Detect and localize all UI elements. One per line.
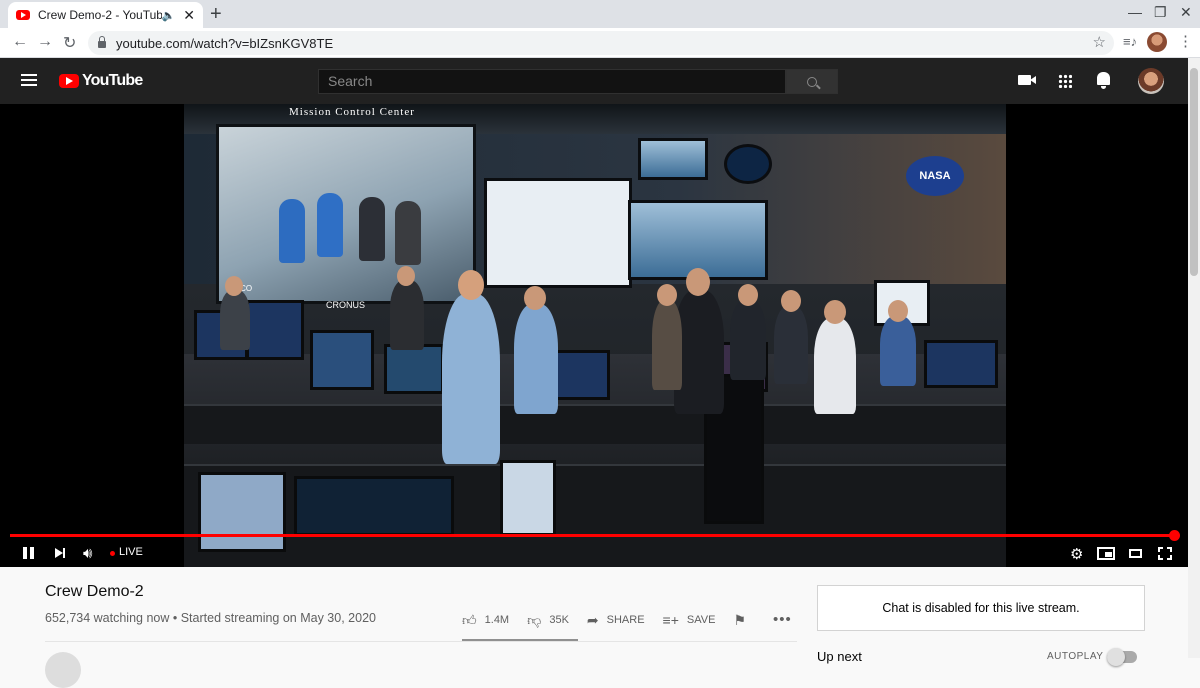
autoplay-toggle[interactable] [1107, 648, 1137, 666]
save-label: SAVE [686, 614, 716, 626]
video-actions: 👍︎ 1.4M 👎︎ 35K ➦ SHARE ≡+ SAVE ⚑ [462, 609, 772, 631]
youtube-favicon-icon [16, 10, 30, 20]
close-window-icon[interactable]: ✕ [1180, 4, 1192, 20]
browser-tab[interactable]: Crew Demo-2 - YouTube 🔈 ✕ [8, 2, 203, 28]
page-scrollbar[interactable] [1188, 58, 1200, 658]
reload-icon[interactable]: ↻ [63, 35, 77, 52]
fullscreen-icon[interactable] [1158, 547, 1172, 560]
player-controls: 🔊︎ LIVE ⚙ [0, 538, 1188, 567]
scrollbar-thumb[interactable] [1190, 68, 1198, 276]
chat-disabled-box: Chat is disabled for this live stream. [817, 585, 1145, 631]
miniplayer-icon[interactable] [1097, 547, 1115, 560]
chat-disabled-text: Chat is disabled for this live stream. [882, 601, 1080, 615]
sentiment-bar [462, 639, 578, 641]
tab-title: Crew Demo-2 - YouTube [38, 8, 162, 22]
dislike-count: 35K [549, 614, 569, 626]
save-button[interactable]: ≡+ SAVE [663, 612, 716, 628]
video-meta: 652,734 watching now • Started streaming… [45, 611, 376, 625]
logo-text: YouTube [82, 72, 143, 89]
url-text: youtube.com/watch?v=bIZsnKGV8TE [116, 35, 334, 51]
account-avatar[interactable] [1138, 68, 1164, 94]
bookmark-star-icon[interactable]: ☆ [1092, 34, 1106, 51]
speaker-icon[interactable]: 🔈 [161, 9, 176, 22]
like-button[interactable]: 👍︎ 1.4M [462, 612, 509, 629]
settings-gear-icon[interactable]: ⚙ [1070, 546, 1084, 563]
volume-icon[interactable]: 🔊︎ [83, 545, 93, 562]
divider [45, 641, 797, 642]
search-icon [807, 76, 817, 87]
youtube-logo[interactable]: YouTube [59, 72, 143, 90]
dislike-button[interactable]: 👎︎ 35K [527, 612, 569, 629]
apps-grid-icon[interactable] [1058, 74, 1072, 88]
minimize-icon[interactable]: — [1128, 4, 1142, 20]
forward-icon[interactable]: → [37, 33, 53, 50]
add-to-playlist-icon: ≡+ [662, 612, 679, 628]
share-button[interactable]: ➦ SHARE [587, 612, 645, 629]
autoplay-label: AUTOPLAY [1047, 651, 1104, 662]
video-frame: ADCO Mission Control Center NASA CRONUS [184, 104, 1006, 567]
thumbs-up-icon: 👍︎ [462, 611, 477, 628]
share-label: SHARE [606, 614, 645, 626]
next-video-icon[interactable] [55, 548, 65, 558]
cronus-label: CRONUS [326, 300, 366, 310]
iss-feed-screen: ADCO [216, 124, 476, 304]
nasa-logo: NASA [906, 156, 964, 196]
youtube-play-logo-icon [59, 74, 79, 88]
more-actions-icon[interactable]: ••• [773, 611, 792, 628]
search-input[interactable]: Search [318, 69, 786, 94]
media-queue-icon[interactable]: ≡♪ [1123, 34, 1138, 49]
live-indicator-icon[interactable] [110, 551, 115, 556]
guide-menu-icon[interactable] [21, 74, 37, 86]
search-button[interactable] [786, 69, 838, 94]
browser-profile-avatar[interactable] [1147, 32, 1167, 52]
back-icon[interactable]: ← [12, 33, 28, 50]
tab-close-icon[interactable]: ✕ [183, 6, 195, 23]
up-next-heading: Up next [817, 649, 862, 664]
thumbs-down-icon: 👎︎ [527, 611, 542, 628]
progress-bar[interactable] [10, 530, 1180, 541]
notifications-bell-icon[interactable] [1097, 72, 1110, 89]
create-video-icon[interactable] [1018, 75, 1036, 85]
live-label[interactable]: LIVE [119, 546, 143, 558]
like-count: 1.4M [484, 614, 510, 626]
lock-icon[interactable] [98, 36, 106, 48]
youtube-masthead: YouTube Search [0, 58, 1188, 104]
channel-avatar[interactable] [45, 652, 81, 688]
video-title: Crew Demo-2 [45, 583, 144, 600]
share-arrow-icon: ➦ [586, 611, 599, 628]
browser-tabstrip: Crew Demo-2 - YouTube 🔈 ✕ + — ❐ ✕ [0, 0, 1200, 28]
address-bar[interactable]: youtube.com/watch?v=bIZsnKGV8TE ☆ [88, 31, 1114, 55]
browser-toolbar: ← → ↻ youtube.com/watch?v=bIZsnKGV8TE ☆ … [0, 28, 1200, 58]
browser-menu-icon[interactable]: ⋮ [1178, 33, 1193, 50]
new-tab-icon[interactable]: + [210, 3, 222, 25]
flag-icon: ⚑ [733, 611, 746, 628]
theater-mode-icon[interactable] [1129, 549, 1142, 558]
restore-icon[interactable]: ❐ [1154, 4, 1167, 20]
mission-control-banner: Mission Control Center [289, 106, 415, 118]
pause-icon[interactable] [23, 547, 34, 559]
video-player[interactable]: ADCO Mission Control Center NASA CRONUS [0, 104, 1188, 567]
report-button[interactable]: ⚑ [733, 612, 754, 629]
